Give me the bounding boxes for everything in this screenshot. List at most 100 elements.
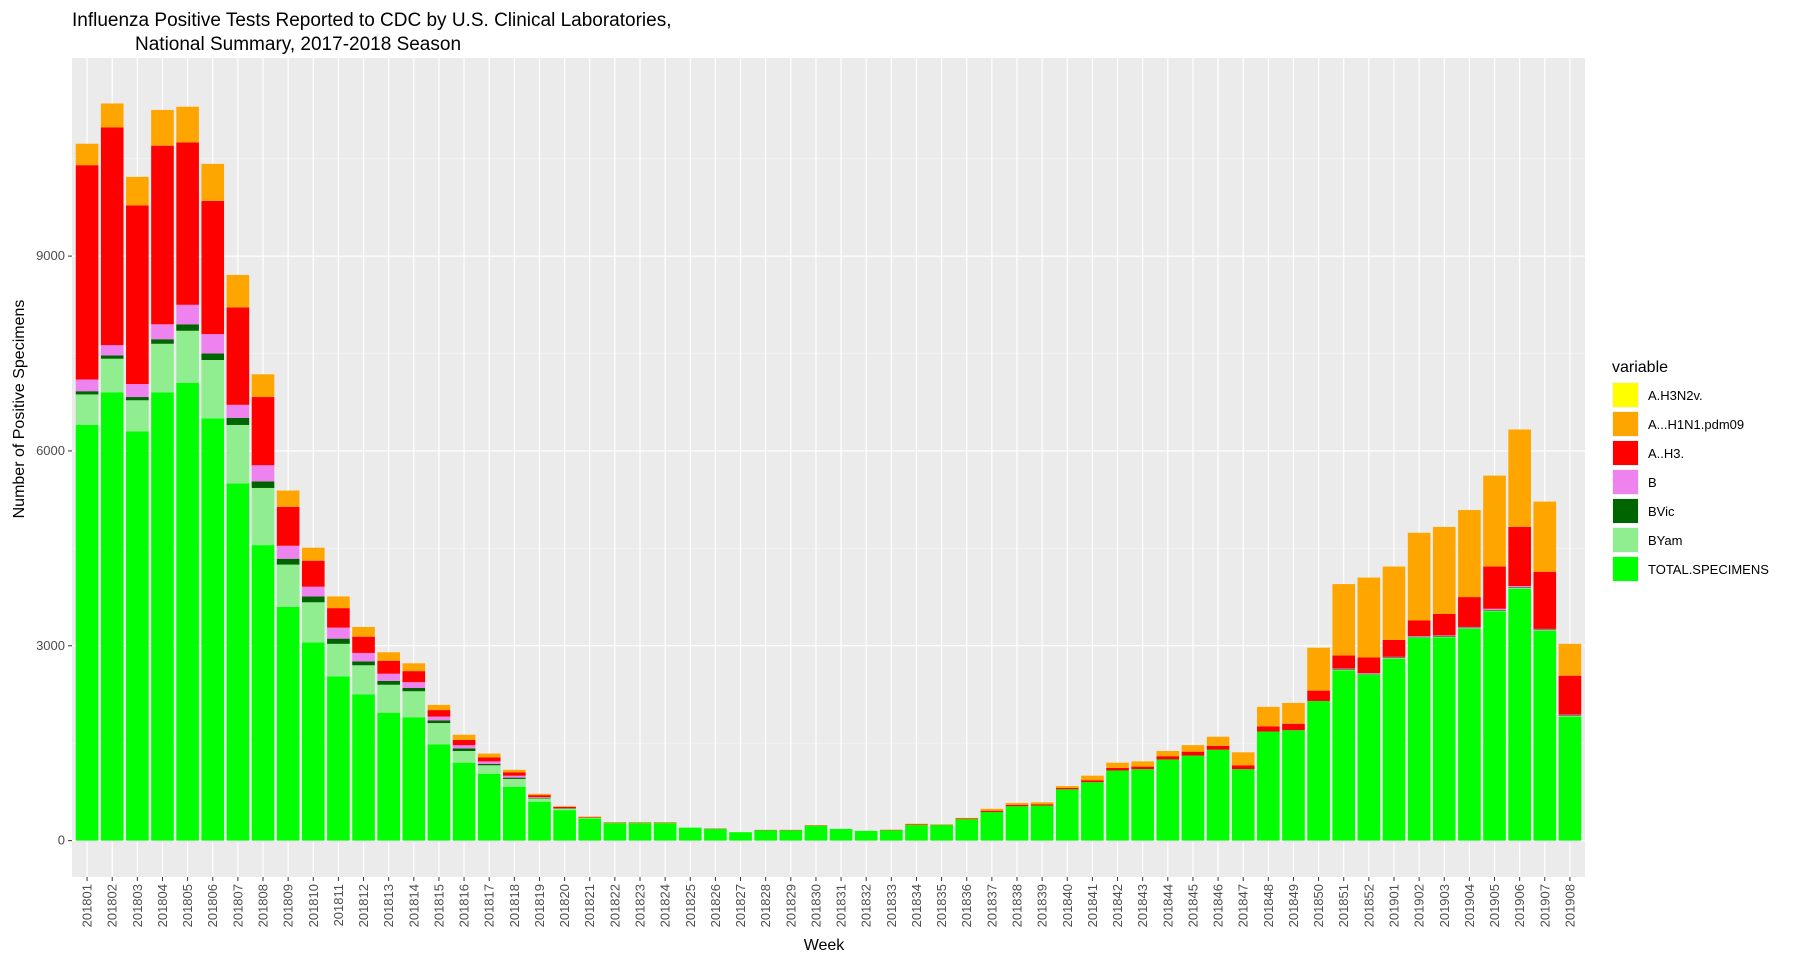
bar-a-h3-201846	[1206, 745, 1230, 750]
x-tick-label-201847: 201847	[1236, 884, 1251, 927]
bar-total-specimens-201814	[402, 717, 426, 841]
bar-b-201814	[402, 682, 426, 688]
x-tick-label-201838: 201838	[1009, 884, 1024, 927]
bar-a-h3-201844	[1156, 756, 1180, 760]
bar-b-201907	[1533, 628, 1557, 630]
x-tick-label-201844: 201844	[1160, 884, 1175, 927]
bar-total-specimens-201810	[301, 642, 325, 841]
bar-a-h1n1-pdm09-201819	[528, 793, 551, 796]
bar-a-h1n1-pdm09-201801	[75, 143, 99, 166]
x-tick-label-201804: 201804	[155, 884, 170, 927]
bar-a-h1n1-pdm09-201811	[327, 596, 350, 609]
bar-total-specimens-201851	[1332, 670, 1356, 841]
legend-label-byam: BYam	[1648, 533, 1682, 548]
legend-label-b: B	[1648, 475, 1657, 490]
x-tick-label-201837: 201837	[984, 884, 999, 927]
bar-b-201807	[226, 404, 250, 418]
x-tick-label-201818: 201818	[507, 884, 522, 927]
bar-total-specimens-201839	[1030, 805, 1054, 841]
x-tick-label-201810: 201810	[306, 884, 321, 927]
bar-total-specimens-201825	[678, 827, 702, 841]
bar-byam-201901	[1382, 658, 1406, 659]
x-tick-label-201817: 201817	[482, 884, 497, 927]
bars	[75, 103, 1582, 841]
bar-a-h3-201803	[126, 205, 149, 385]
bar-a-h3-201902	[1407, 620, 1431, 637]
bar-bvic-201851	[1332, 669, 1356, 670]
bar-a-h3-201840	[1055, 788, 1079, 790]
x-axis-title: Week	[804, 937, 846, 954]
bar-bvic-201903	[1432, 636, 1456, 637]
x-tick-label-201816: 201816	[457, 884, 472, 927]
x-tick-label-201831: 201831	[834, 884, 849, 927]
x-tick-label-201907: 201907	[1537, 884, 1552, 927]
bar-b-201816	[452, 745, 476, 749]
x-tick-label-201826: 201826	[708, 884, 723, 927]
x-tick-label-201803: 201803	[130, 884, 145, 927]
bar-b-201810	[301, 586, 325, 597]
legend-label-total-specimens: TOTAL.SPECIMENS	[1648, 562, 1769, 577]
bar-a-h1n1-pdm09-201802	[100, 103, 124, 128]
bar-a-h1n1-pdm09-201806	[201, 163, 225, 201]
bar-byam-201906	[1508, 587, 1531, 589]
x-tick-label-201904: 201904	[1462, 884, 1477, 927]
x-tick-label-201808: 201808	[256, 884, 271, 927]
bar-a-h1n1-pdm09-201841	[1081, 775, 1104, 781]
bar-bvic-201809	[276, 558, 300, 565]
plot-area	[72, 58, 1585, 877]
legend-swatch-b	[1613, 470, 1638, 494]
bar-a-h1n1-pdm09-201842	[1106, 762, 1129, 768]
bar-b-201811	[327, 627, 350, 639]
bar-byam-201807	[226, 424, 250, 484]
legend-title: variable	[1612, 359, 1668, 376]
legend-swatch-byam	[1613, 528, 1638, 552]
bar-bvic-201804	[151, 339, 174, 344]
bar-a-h3-201820	[553, 806, 576, 809]
bar-byam-201902	[1407, 637, 1431, 638]
bar-a-h1n1-pdm09-201805	[176, 106, 199, 143]
x-tick-label-201832: 201832	[859, 884, 874, 927]
bar-bvic-201801	[75, 391, 99, 395]
bar-bvic-201805	[176, 324, 199, 331]
bar-byam-201804	[151, 343, 174, 393]
bar-a-h1n1-pdm09-201820	[553, 806, 576, 807]
bar-b-201815	[427, 716, 451, 721]
bar-byam-201805	[176, 330, 199, 383]
x-tick-label-201850: 201850	[1311, 884, 1326, 927]
bar-a-h1n1-pdm09-201902	[1407, 532, 1431, 621]
bar-byam-201801	[75, 394, 99, 425]
bar-a-h1n1-pdm09-201814	[402, 663, 426, 672]
bar-bvic-201810	[301, 596, 325, 603]
bar-a-h3-201842	[1106, 767, 1129, 771]
x-tick-label-201825: 201825	[683, 884, 698, 927]
bar-total-specimens-201847	[1231, 769, 1255, 841]
x-tick-label-201829: 201829	[783, 884, 798, 927]
bar-a-h3-201849	[1282, 723, 1305, 731]
bar-total-specimens-201844	[1156, 759, 1180, 841]
bar-bvic-201905	[1483, 610, 1506, 611]
bar-a-h3-201847	[1231, 765, 1255, 770]
bar-a-h3-201819	[528, 795, 551, 798]
x-tick-label-201908: 201908	[1562, 884, 1577, 927]
bar-a-h3-201843	[1131, 766, 1154, 770]
x-tick-label-201852: 201852	[1361, 884, 1376, 927]
bar-a-h3-201906	[1508, 526, 1531, 587]
x-tick-label-201836: 201836	[959, 884, 974, 927]
bar-total-specimens-201903	[1432, 637, 1456, 841]
bar-total-specimens-201838	[1005, 806, 1029, 841]
x-tick-label-201841: 201841	[1085, 884, 1100, 927]
bar-a-h3-201802	[100, 127, 124, 346]
y-tick-label: 9000	[36, 248, 65, 263]
bar-bvic-201906	[1508, 587, 1531, 588]
x-tick-label-201833: 201833	[884, 884, 899, 927]
x-tick-label-201849: 201849	[1286, 884, 1301, 927]
bar-total-specimens-201817	[477, 773, 501, 841]
bar-total-specimens-201809	[276, 606, 300, 841]
bar-total-specimens-201811	[327, 676, 350, 841]
x-tick-label-201828: 201828	[758, 884, 773, 927]
bar-bvic-201819	[528, 797, 551, 799]
bar-total-specimens-201841	[1081, 782, 1104, 841]
bar-b-201813	[377, 673, 400, 681]
x-tick-label-201811: 201811	[331, 884, 346, 926]
chart-title-line2: National Summary, 2017-2018 Season	[135, 34, 461, 55]
